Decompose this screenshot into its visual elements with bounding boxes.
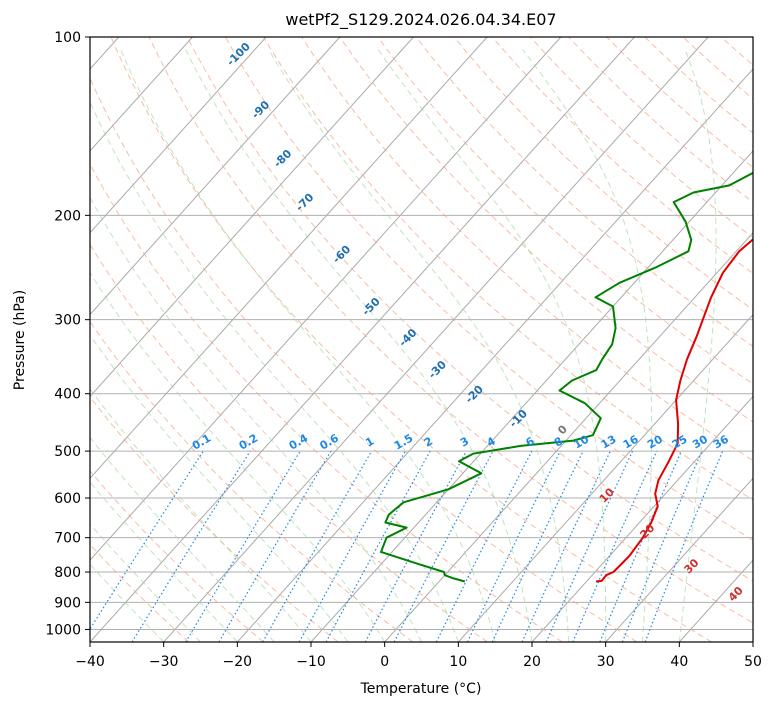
isotherm xyxy=(163,37,709,642)
x-axis-ticks: −40 −30 −20 −10 0 10 20 30 40 50 xyxy=(75,642,762,670)
moist-adiabat xyxy=(522,49,653,642)
dry-adiabat xyxy=(90,163,563,642)
dry-adiabat xyxy=(110,37,712,642)
dry-adiabat xyxy=(90,320,414,642)
y-tick-label-600: 600 xyxy=(54,491,81,507)
y-tick-label-1000: 1000 xyxy=(45,622,81,638)
x-axis-label: Temperature (°C) xyxy=(360,681,482,697)
y-tick-label-200: 200 xyxy=(54,208,81,224)
isotherm xyxy=(90,37,341,316)
moist-adiabat xyxy=(90,334,349,642)
mixing-ratio-line xyxy=(131,450,251,642)
y-axis-label: Pressure (hPa) xyxy=(12,290,28,390)
moist-adiabat xyxy=(377,49,607,642)
isotherm xyxy=(90,37,562,561)
isotherm xyxy=(90,37,193,152)
mixing-ratio-line xyxy=(599,450,682,642)
moist-adiabat xyxy=(90,100,459,642)
dry-adiabat xyxy=(90,76,638,642)
y-tick-label-300: 300 xyxy=(54,313,81,329)
isotherm xyxy=(236,68,753,642)
moist-adiabat xyxy=(90,271,386,642)
mixing-ratio-line xyxy=(491,450,584,642)
dry-adiabat xyxy=(186,37,753,582)
y-tick-label-100: 100 xyxy=(54,30,81,46)
plot-frame xyxy=(89,36,754,643)
y-tick-label-700: 700 xyxy=(54,531,81,547)
mixing-ratio-line xyxy=(298,450,406,642)
isotherm xyxy=(90,37,414,398)
moist-adiabat xyxy=(120,49,496,642)
x-tick-label-9: 50 xyxy=(744,654,762,670)
dewpoint-profile-line xyxy=(380,171,753,583)
isotherm xyxy=(310,150,753,642)
x-tick-label-6: 20 xyxy=(523,654,541,670)
moist-adiabat xyxy=(90,388,312,642)
moist-adiabat xyxy=(90,481,238,642)
temperature-profile-line xyxy=(595,238,753,583)
y-tick-label-400: 400 xyxy=(54,387,81,403)
x-tick-label-3: −10 xyxy=(296,654,326,670)
mixing-ratio-line xyxy=(325,450,431,642)
y-tick-label-500: 500 xyxy=(54,444,81,460)
x-tick-label-0: −40 xyxy=(75,654,105,670)
moist-adiabat xyxy=(678,49,717,642)
y-tick-label-900: 900 xyxy=(54,595,81,611)
data-series xyxy=(380,171,753,583)
moist-adiabat xyxy=(90,436,275,642)
mixing-ratio-line xyxy=(466,450,561,642)
isotherm xyxy=(605,477,753,642)
x-tick-label-1: −30 xyxy=(149,654,179,670)
x-tick-label-7: 30 xyxy=(597,654,615,670)
moist-adiabat xyxy=(90,196,422,642)
y-axis-ticks: 100 200 300 400 500 600 700 800 900 1000 xyxy=(45,30,90,638)
dry-adiabat xyxy=(224,37,753,541)
dry-adiabat xyxy=(415,37,753,348)
dry-adiabat xyxy=(148,37,753,624)
mixing-ratio-line xyxy=(218,450,332,642)
isotherm xyxy=(90,37,635,642)
dry-adiabat xyxy=(606,37,753,169)
dry-adiabat xyxy=(263,37,753,501)
isotherm xyxy=(384,231,753,642)
isotherm xyxy=(531,395,753,642)
isotherm xyxy=(457,313,753,642)
mixing-ratio-line xyxy=(185,450,301,642)
dry-adiabat xyxy=(453,37,753,311)
dry-adiabat xyxy=(377,37,753,385)
x-tick-label-5: 10 xyxy=(449,654,467,670)
moist-adiabat xyxy=(268,49,570,642)
mixing-ratio-line xyxy=(621,450,703,642)
mixing-ratio-line xyxy=(262,450,373,642)
moist-adiabat xyxy=(185,49,533,642)
x-tick-label-2: −20 xyxy=(223,654,253,670)
dry-adiabat xyxy=(90,243,488,642)
dry-adiabat xyxy=(339,37,753,423)
isotherm xyxy=(90,37,267,234)
x-tick-label-4: 0 xyxy=(380,654,389,670)
mixing-ratio-line xyxy=(545,450,634,642)
y-tick-label-800: 800 xyxy=(54,565,81,581)
mixing-ratio-line xyxy=(90,450,204,631)
chart-title: wetPf2_S129.2024.026.04.34.E07 xyxy=(285,10,556,30)
isotherm xyxy=(90,37,488,480)
mixing-ratio-line xyxy=(521,450,611,642)
x-tick-label-8: 40 xyxy=(670,654,688,670)
dry-adiabat xyxy=(491,37,753,274)
background-lines xyxy=(90,37,753,642)
